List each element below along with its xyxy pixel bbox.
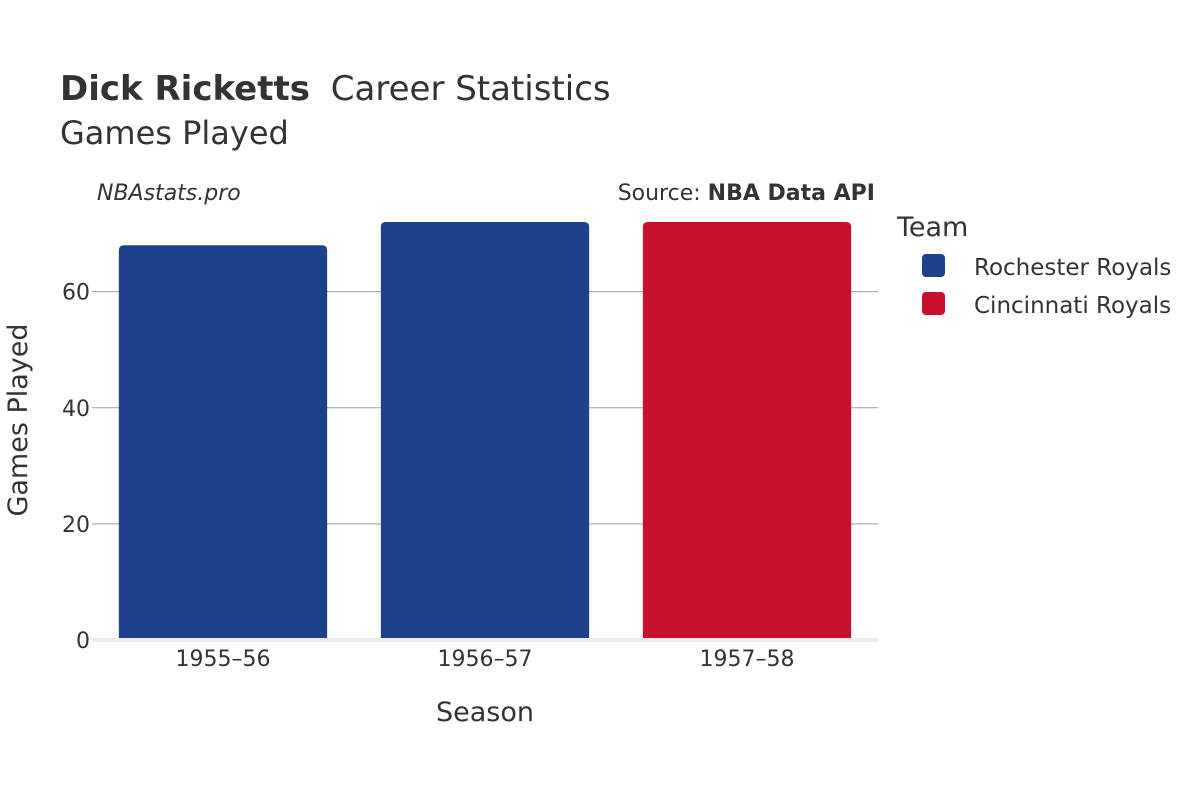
title-rest: Career Statistics [331,69,611,109]
y-tick-label: 20 [62,513,90,538]
legend-item[interactable]: Cincinnati Royals [922,292,1171,319]
legend-swatch [922,292,945,315]
source-name: NBA Data API [708,181,875,206]
watermark: NBAstats.pro [97,181,241,206]
bar-1955–56 [118,245,328,640]
legend: Rochester Royals Cincinnati Royals [922,254,1171,319]
y-axis-title: Games Played [3,323,34,516]
bar-1957–58 [642,222,852,640]
y-tick-labels: 0 20 40 60 [62,281,90,654]
source-prefix: Source: [618,181,708,206]
y-tick-label: 40 [62,397,90,422]
chart-title: Dick Ricketts Career Statistics [60,69,611,109]
y-tick-label: 60 [62,281,90,306]
x-tick-label: 1956–57 [438,647,533,672]
chart-subtitle: Games Played [60,114,289,152]
x-tick-label: 1955–56 [176,647,271,672]
legend-label: Cincinnati Royals [974,293,1171,319]
legend-title: Team [896,212,968,243]
source-credit: Source: NBA Data API [618,181,875,206]
legend-swatch [922,254,945,277]
y-tick-label: 0 [76,629,90,654]
bar-1956–57 [380,222,590,640]
x-axis-title: Season [436,697,534,728]
player-name: Dick Ricketts [60,69,310,109]
legend-item[interactable]: Rochester Royals [922,254,1171,281]
legend-label: Rochester Royals [974,255,1171,281]
x-tick-label: 1957–58 [700,647,795,672]
x-tick-labels: 1955–56 1956–57 1957–58 [176,647,795,672]
bars [118,222,852,640]
